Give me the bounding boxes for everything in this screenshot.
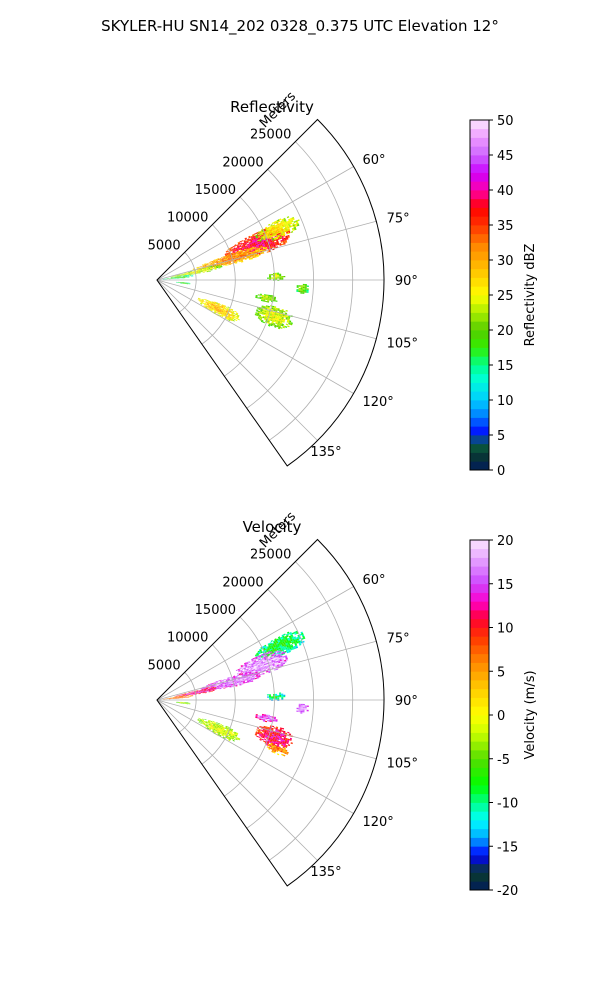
- reflectivity-colorbar-label: Reflectivity dBZ: [523, 244, 538, 347]
- velocity-echoes: [162, 630, 309, 757]
- velocity-azimuth-tick-2: 90°: [395, 694, 418, 709]
- velocity-frame: [156, 538, 385, 887]
- reflectivity-range-ring-3: [246, 169, 314, 409]
- reflectivity-range-ring-2: [224, 196, 275, 377]
- reflectivity-title: Reflectivity: [230, 98, 314, 116]
- reflectivity-echo-4: [162, 275, 194, 280]
- reflectivity-colorbar-tick-9: 45: [497, 149, 514, 164]
- reflectivity-azimuth-spoke-4: [156, 279, 354, 394]
- velocity-colorbar: -20 -15 -10 -5 0 5 10 15 20 Velocity (m/s): [469, 534, 538, 899]
- velocity-azimuth-tick-1: 75°: [387, 631, 410, 646]
- reflectivity-azimuth-tick-2: 90°: [395, 274, 418, 289]
- reflectivity-range-ring-1: [201, 224, 236, 345]
- reflectivity-frame: [156, 118, 385, 467]
- panel-velocity: Velocity 60° 75° 90° 105° 120° 135° 5000 10000 15…: [148, 509, 538, 899]
- velocity-colorbar-tick-7: 15: [497, 578, 514, 593]
- reflectivity-azimuth-spoke-1: [156, 220, 377, 281]
- reflectivity-azimuth-spoke-5: [156, 279, 318, 441]
- velocity-azimuth-spoke-4: [156, 699, 354, 814]
- velocity-azimuth-tick-5: 135°: [310, 865, 341, 880]
- figure-title: SKYLER-HU SN14_202 0328_0.375 UTC Elevat…: [101, 17, 499, 36]
- velocity-echo-7: [197, 717, 241, 742]
- reflectivity-colorbar-tick-5: 25: [497, 289, 514, 304]
- velocity-title: Velocity: [243, 518, 302, 536]
- reflectivity-colorbar-tick-2: 10: [497, 394, 514, 409]
- velocity-colorbar-tick-2: -10: [497, 797, 518, 812]
- reflectivity-colorbar-tick-10: 50: [497, 114, 514, 129]
- reflectivity-range-tick-0: 5000: [148, 238, 181, 253]
- reflectivity-echo-3: [170, 265, 223, 278]
- reflectivity-colorbar-tick-6: 30: [497, 254, 514, 269]
- reflectivity-azimuth-spoke-0: [156, 166, 354, 281]
- reflectivity-echo-10: [296, 283, 309, 294]
- reflectivity-azimuth-tick-0: 60°: [362, 153, 385, 168]
- velocity-echo-4: [162, 695, 194, 700]
- velocity-echo-5: [266, 692, 286, 701]
- reflectivity-echo-6: [176, 281, 191, 285]
- reflectivity-azimuth-spoke-3: [156, 279, 377, 340]
- reflectivity-colorbar: 0 5 10 15 20 25 30 35 40 45 50 Reflectivity dBZ: [469, 114, 538, 479]
- panel-reflectivity: Reflectivity60°75°90°105°120°135°5000100…: [148, 89, 538, 479]
- velocity-range-ring-4: [269, 561, 354, 861]
- velocity-azimuth-spoke-5: [156, 699, 318, 861]
- reflectivity-colorbar-tick-0: 0: [497, 464, 505, 479]
- velocity-range-tick-4: 25000: [250, 548, 291, 563]
- velocity-echo-11: [296, 703, 309, 714]
- velocity-colorbar-tick-3: -5: [497, 753, 510, 768]
- reflectivity-colorbar-tick-4: 20: [497, 324, 514, 339]
- reflectivity-range-tick-4: 25000: [250, 128, 291, 143]
- velocity-echo-9: [255, 713, 278, 723]
- velocity-range-tick-2: 15000: [195, 603, 236, 618]
- velocity-colorbar-tick-5: 5: [497, 665, 505, 680]
- reflectivity-echo-9: [255, 293, 278, 303]
- velocity-range-ring-3: [246, 589, 314, 829]
- reflectivity-range-ring-4: [269, 141, 354, 441]
- velocity-range-ring-1: [201, 644, 236, 765]
- reflectivity-echo-1: [255, 216, 300, 242]
- velocity-colorbar-tick-4: 0: [497, 709, 505, 724]
- velocity-azimuth-tick-3: 105°: [387, 757, 418, 772]
- velocity-azimuth-spoke-3: [156, 699, 377, 760]
- velocity-azimuth-spoke-0: [156, 586, 354, 701]
- velocity-colorbar-tick-0: -20: [497, 884, 518, 899]
- reflectivity-colorbar-tick-1: 5: [497, 429, 505, 444]
- reflectivity-azimuth-tick-1: 75°: [387, 211, 410, 226]
- velocity-range-tick-1: 10000: [167, 631, 208, 646]
- velocity-range-tick-0: 5000: [148, 658, 181, 673]
- velocity-range-ring-0: [179, 672, 197, 733]
- velocity-colorbar-tick-6: 10: [497, 622, 514, 637]
- velocity-colorbar-tick-1: -15: [497, 840, 518, 855]
- velocity-range-tick-3: 20000: [222, 575, 263, 590]
- reflectivity-echo-8: [254, 305, 293, 330]
- velocity-azimuth-tick-0: 60°: [362, 573, 385, 588]
- reflectivity-azimuth-tick-3: 105°: [387, 337, 418, 352]
- velocity-range-ring-2: [224, 616, 275, 797]
- velocity-colorbar-label: Velocity (m/s): [523, 670, 538, 759]
- reflectivity-range-ring-0: [179, 252, 197, 313]
- reflectivity-azimuth-tick-5: 135°: [310, 445, 341, 460]
- reflectivity-range-tick-1: 10000: [167, 211, 208, 226]
- reflectivity-azimuth-tick-4: 120°: [362, 395, 393, 410]
- velocity-echo-6: [176, 701, 191, 705]
- velocity-azimuth-tick-4: 120°: [362, 815, 393, 830]
- reflectivity-echo-7: [197, 297, 240, 322]
- reflectivity-range-tick-3: 20000: [222, 155, 263, 170]
- velocity-echo-10: [266, 742, 289, 757]
- velocity-azimuth-spoke-1: [156, 640, 377, 701]
- reflectivity-colorbar-tick-7: 35: [497, 219, 514, 234]
- velocity-colorbar-tick-8: 20: [497, 534, 514, 549]
- reflectivity-range-tick-2: 15000: [195, 183, 236, 198]
- reflectivity-colorbar-tick-8: 40: [497, 184, 514, 199]
- reflectivity-colorbar-tick-3: 15: [497, 359, 514, 374]
